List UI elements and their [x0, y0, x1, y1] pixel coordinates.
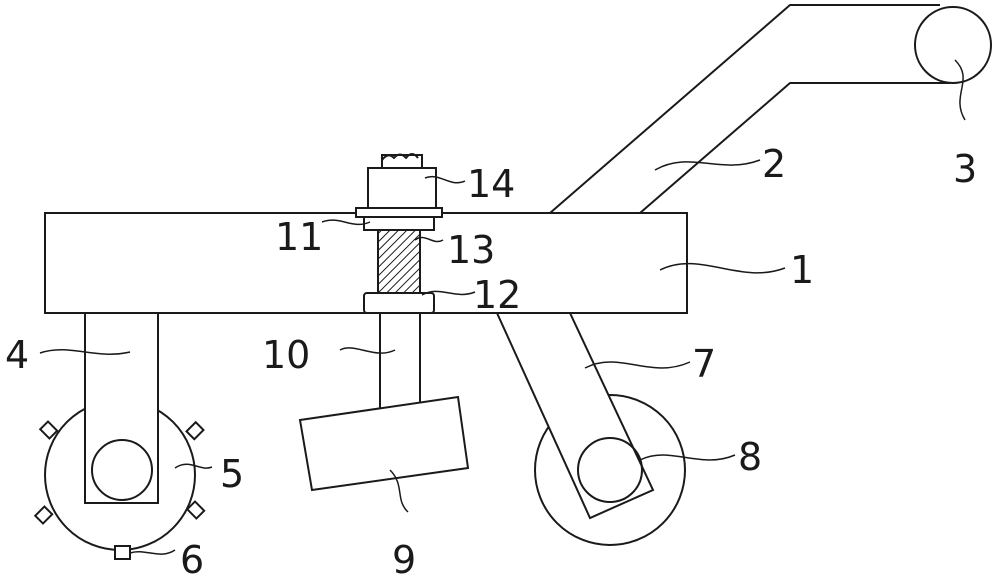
front-wheel-hub — [91, 439, 153, 501]
spring — [377, 229, 421, 294]
spike — [114, 545, 131, 560]
label-lower-plate: 12 — [473, 273, 521, 317]
upper-plate — [355, 207, 443, 218]
grip-roller — [914, 6, 992, 84]
label-motor: 14 — [467, 162, 515, 206]
spike — [185, 420, 205, 441]
rod — [379, 312, 421, 416]
motor — [367, 167, 437, 209]
label-front-arm: 4 — [5, 333, 29, 377]
label-rod: 10 — [262, 333, 310, 377]
label-spiked-wheel: 5 — [220, 452, 244, 496]
rear-wheel-hub — [577, 437, 643, 503]
label-spike: 6 — [180, 538, 204, 582]
spikes — [33, 420, 206, 560]
label-rear-arm: 7 — [692, 342, 716, 386]
motor-shaft-break — [381, 153, 419, 161]
label-spring: 13 — [447, 228, 495, 272]
label-grip: 3 — [953, 147, 977, 191]
spike — [33, 505, 54, 525]
spike — [185, 500, 206, 520]
lower-plate — [363, 292, 435, 314]
spike — [38, 420, 59, 440]
label-body: 1 — [790, 248, 814, 292]
handle — [549, 4, 950, 214]
label-rear-wheel: 8 — [738, 435, 762, 479]
blade — [298, 395, 470, 492]
label-handle: 2 — [762, 142, 786, 186]
front-arm — [84, 312, 159, 504]
leader-lines — [39, 59, 966, 555]
label-blade: 9 — [392, 538, 416, 582]
label-upper-plate: 11 — [275, 215, 323, 259]
upper-block — [363, 216, 435, 231]
